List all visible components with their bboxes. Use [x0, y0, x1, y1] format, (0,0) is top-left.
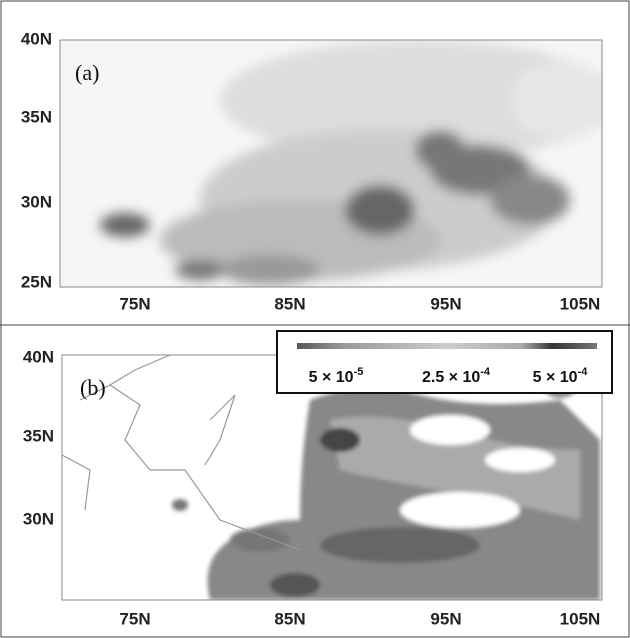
colorbar-label: 2.5 × 10-4: [422, 366, 491, 386]
panel-label: (b): [80, 375, 106, 400]
x-tick-label: 75N: [119, 609, 150, 628]
x-tick-label: 95N: [430, 294, 461, 313]
x-tick-label: 95N: [430, 609, 461, 628]
panel-frame: [59, 39, 603, 288]
y-tick-label: 25N: [21, 272, 52, 291]
x-tick-label: 85N: [274, 294, 305, 313]
colorbar-exponent: -4: [480, 366, 491, 378]
x-tick-label: 75N: [119, 294, 150, 313]
colorbar-mantissa: 2.5 × 10: [422, 369, 480, 386]
panel-label: (a): [75, 60, 99, 85]
colorbar-mantissa: 5 × 10: [309, 369, 354, 386]
colorbar-box: [276, 330, 613, 394]
colorbar-exponent: -5: [354, 366, 364, 378]
colorbar-label: 5 × 10-5: [309, 366, 364, 386]
y-tick-label: 30N: [21, 192, 52, 211]
colorbar: [297, 343, 597, 349]
x-tick-label: 105N: [560, 294, 601, 313]
colorbar-mantissa: 5 × 10: [533, 369, 578, 386]
colorbar-exponent: -4: [578, 366, 589, 378]
colorbar-label: 5 × 10-4: [533, 366, 589, 386]
satellite-image: [60, 40, 602, 287]
contour-map: [62, 355, 602, 600]
y-tick-label: 40N: [23, 347, 54, 366]
y-tick-label: 35N: [21, 107, 52, 126]
y-tick-label: 30N: [23, 509, 54, 528]
x-tick-label: 105N: [560, 609, 601, 628]
y-tick-label: 35N: [23, 426, 54, 445]
y-tick-label: 40N: [21, 29, 52, 48]
x-tick-label: 85N: [274, 609, 305, 628]
